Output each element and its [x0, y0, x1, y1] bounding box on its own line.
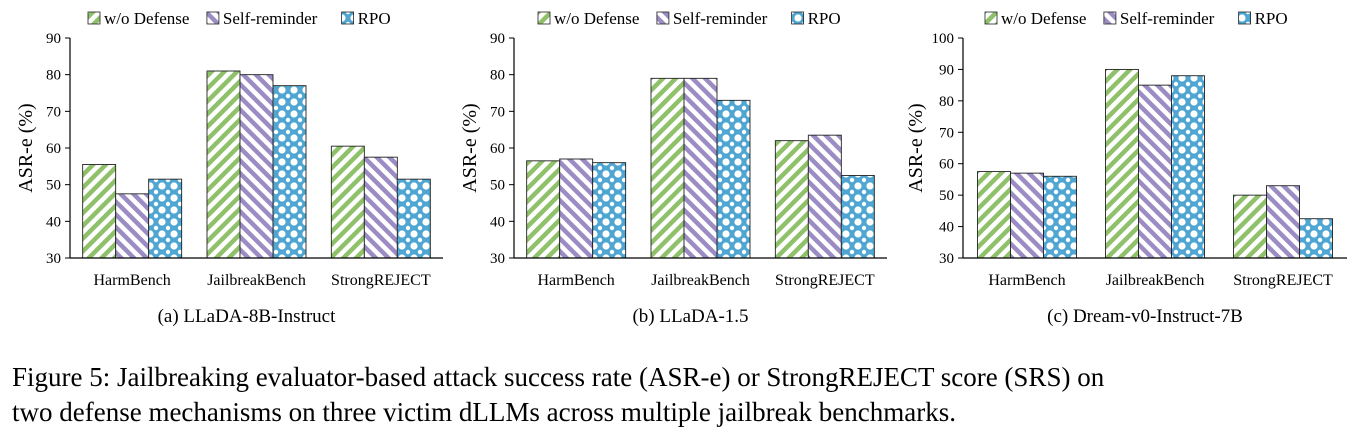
chart-3-xtick-label: StrongREJECT	[1233, 272, 1333, 289]
chart-3-legend-label-self-reminder: Self-reminder	[1120, 9, 1215, 28]
caption-line-1: Figure 5: Jailbreaking evaluator-based a…	[12, 362, 1105, 392]
chart-2-bar-rpo-2	[716, 99, 751, 259]
chart-2-ytick-label: 40	[490, 214, 505, 230]
chart-3-bar-rpo-2	[1171, 75, 1205, 259]
chart-3-legend-swatch-self-reminder	[1103, 11, 1117, 25]
chart-2-bar-self-reminder-1	[559, 158, 594, 259]
chart-2-bar-rpo-3	[840, 175, 875, 259]
chart-2-subtitle: (b) LLaDA-1.5	[632, 306, 748, 327]
chart-1-bar-self-reminder-1	[115, 193, 150, 259]
chart-1-legend-swatch-wo-defense	[87, 11, 101, 25]
chart-1-bar-wo-defense-1	[82, 164, 117, 259]
chart-3-ytick-label: 90	[939, 62, 954, 78]
chart-2-ytick-label: 80	[490, 68, 505, 84]
chart-2-ytick-label: 50	[490, 178, 505, 194]
chart-3-xtick-label: JailbreakBench	[1106, 272, 1205, 289]
chart-1-bar-self-reminder-3	[363, 156, 398, 259]
chart-2-xtick-label: HarmBench	[538, 272, 615, 289]
chart-2-xtick-label: StrongREJECT	[775, 272, 875, 289]
chart-3-bar-rpo-3	[1299, 218, 1333, 259]
chart-1-ytick-label: 40	[46, 214, 61, 230]
caption-line-2: two defense mechanisms on three victim d…	[12, 397, 956, 427]
chart-2-legend-swatch-wo-defense	[537, 11, 551, 25]
chart-3-subtitle: (c) Dream-v0-Instruct-7B	[1047, 306, 1243, 327]
chart-2-ylabel: ASR-e (%)	[459, 103, 481, 192]
chart-1-bar-wo-defense-3	[330, 145, 365, 259]
chart-2-ytick-label: 70	[490, 104, 505, 120]
chart-3-ytick-label: 100	[932, 31, 955, 47]
chart-3-legend-swatch-rpo	[1238, 11, 1251, 25]
chart-1-ytick-label: 30	[46, 251, 61, 267]
chart-1-ytick-label: 70	[46, 104, 61, 120]
chart-3-bar-wo-defense-1	[977, 171, 1011, 259]
chart-1-bar-self-reminder-2	[239, 74, 274, 259]
chart-3-xtick-label: HarmBench	[988, 272, 1065, 289]
chart-3-ytick-label: 40	[939, 220, 954, 236]
chart-2-legend-swatch-rpo	[791, 11, 804, 25]
chart-2-xtick-label: JailbreakBench	[651, 272, 750, 289]
chart-3-bar-self-reminder-2	[1138, 84, 1172, 259]
chart-2-bar-wo-defense-1	[526, 160, 561, 259]
chart-3-legend-swatch-wo-defense	[984, 11, 998, 25]
chart-3-ylabel: ASR-e (%)	[905, 103, 927, 192]
chart-2-legend-label-self-reminder: Self-reminder	[673, 9, 768, 28]
chart-2-bar-self-reminder-2	[683, 77, 718, 259]
chart-1-ytick-label: 90	[46, 31, 61, 47]
chart-3-bar-wo-defense-2	[1105, 68, 1139, 259]
chart-1-legend-swatch-rpo	[341, 11, 355, 25]
chart-1-bar-rpo-3	[396, 178, 431, 259]
chart-3-ytick-label: 60	[939, 157, 954, 173]
chart-3-bar-rpo-1	[1043, 175, 1077, 259]
chart-1-ytick-label: 60	[46, 141, 61, 157]
chart-1-ytick-label: 50	[46, 178, 61, 194]
chart-2-legend-label-wo-defense: w/o Defense	[554, 9, 639, 28]
chart-1-subtitle: (a) LLaDA-8B-Instruct	[158, 306, 337, 327]
chart-1-legend-swatch-self-reminder	[206, 11, 220, 25]
figure-charts: w/o Defense Self-reminder RPO 30 40 50 60 70 80 9…	[15, 9, 1347, 327]
chart-3-legend-label-rpo: RPO	[1255, 9, 1288, 28]
chart-3-legend-label-wo-defense: w/o Defense	[1001, 9, 1086, 28]
chart-3-ytick-label: 30	[939, 251, 954, 267]
chart-2-ytick-label: 60	[490, 141, 505, 157]
chart-3-bar-wo-defense-3	[1233, 194, 1267, 259]
chart-1-xtick-label: HarmBench	[94, 272, 171, 289]
chart-2-legend-label-rpo: RPO	[808, 9, 841, 28]
chart-1-ytick-label: 80	[46, 68, 61, 84]
chart-2-legend-swatch-self-reminder	[656, 11, 670, 25]
chart-1-xtick-label: StrongREJECT	[331, 272, 431, 289]
chart-2-bar-wo-defense-2	[650, 77, 685, 259]
chart-2-bar-wo-defense-3	[774, 140, 809, 259]
chart-1-legend-label-rpo: RPO	[358, 9, 391, 28]
chart-1-legend-label-wo-defense: w/o Defense	[104, 9, 189, 28]
chart-2-ytick-label: 30	[490, 251, 505, 267]
chart-3-ytick-label: 70	[939, 125, 954, 141]
chart-2-bar-self-reminder-3	[807, 134, 842, 259]
chart-1-bar-wo-defense-2	[206, 70, 241, 259]
chart-1-legend-label-self-reminder: Self-reminder	[223, 9, 318, 28]
chart-3-ytick-label: 80	[939, 94, 954, 110]
chart-3-ytick-label: 50	[939, 188, 954, 204]
chart-2-bar-rpo-1	[592, 162, 627, 259]
chart-1-bar-rpo-1	[148, 178, 183, 259]
chart-3-bar-self-reminder-1	[1010, 172, 1044, 259]
figure-caption: Figure 5: Jailbreaking evaluator-based a…	[12, 360, 1362, 430]
chart-2-ytick-label: 90	[490, 31, 505, 47]
chart-1-xtick-label: JailbreakBench	[207, 272, 306, 289]
chart-3-bar-self-reminder-3	[1266, 185, 1300, 259]
chart-1-bar-rpo-2	[272, 85, 307, 259]
chart-1-ylabel: ASR-e (%)	[15, 103, 37, 192]
